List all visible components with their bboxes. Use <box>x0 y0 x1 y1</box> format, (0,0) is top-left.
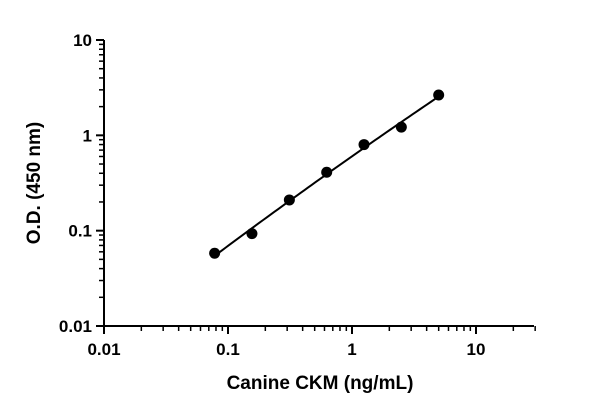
chart-tick-labels: 0.01 0.1 1 10 0.01 0.1 1 10 <box>59 31 486 359</box>
y-tick-label: 0.1 <box>68 222 92 241</box>
data-points <box>209 89 445 259</box>
data-point <box>433 89 445 101</box>
data-point <box>283 194 295 206</box>
data-point <box>358 139 370 151</box>
data-point <box>395 121 407 133</box>
x-tick-label: 10 <box>467 340 486 359</box>
data-point <box>246 228 258 240</box>
y-tick-label: 1 <box>83 126 92 145</box>
data-point <box>209 247 221 259</box>
y-axis-title: O.D. (450 nm) <box>24 122 45 244</box>
y-tick-label: 0.01 <box>59 317 92 336</box>
x-tick-label: 0.1 <box>216 340 240 359</box>
chart-axes <box>103 40 534 327</box>
x-tick-label: 1 <box>347 340 356 359</box>
y-tick-label: 10 <box>73 31 92 50</box>
x-axis-title: Canine CKM (ng/mL) <box>227 373 414 394</box>
x-tick-label: 0.01 <box>87 340 120 359</box>
data-point <box>321 166 333 178</box>
chart-ticks <box>96 39 536 334</box>
